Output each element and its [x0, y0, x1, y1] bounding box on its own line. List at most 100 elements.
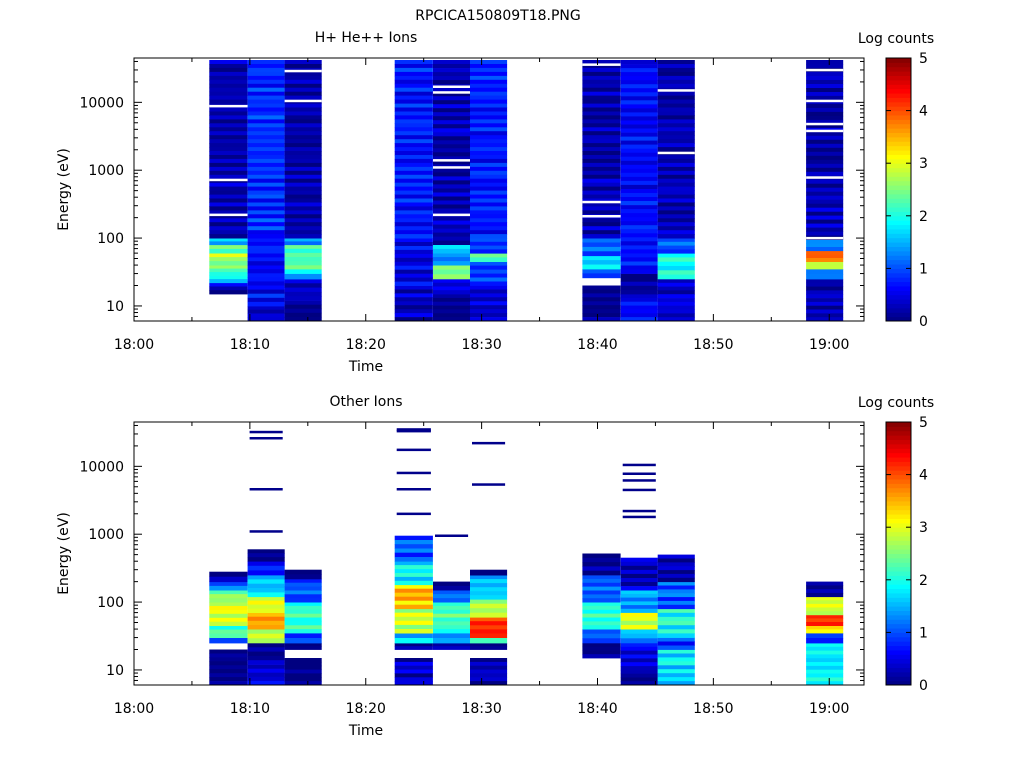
spectrogram-cell: [806, 638, 844, 644]
colorbar-tick-label: 0: [919, 314, 928, 330]
spectrogram-cell: [247, 575, 285, 580]
spectrogram-cell: [284, 638, 322, 644]
spectrogram-cell: [582, 297, 621, 302]
spectrogram-cell: [433, 594, 471, 599]
spectrogram-cell: [394, 596, 433, 602]
spectrogram-cell: [582, 305, 621, 310]
spectrogram-cell: [284, 617, 322, 622]
spectrogram-cell: [470, 658, 508, 663]
spectrogram-cell: [247, 672, 285, 678]
spectrogram-cell: [620, 225, 658, 230]
spectrogram-cell: [209, 64, 248, 69]
spectrogram-cell: [582, 642, 621, 648]
spectrogram-cell: [394, 119, 433, 124]
spectrogram-cell: [284, 210, 322, 215]
spectrogram-cell: [284, 569, 322, 575]
spectrogram-count-line: [249, 488, 283, 491]
spectrogram-cell: [209, 222, 248, 227]
spectrogram-cell: [394, 60, 433, 65]
spectrogram-cell: [620, 104, 658, 109]
spectrogram-cell: [247, 226, 285, 231]
spectrogram-column: [582, 60, 621, 322]
spectrogram-cell: [620, 633, 658, 639]
spectrogram-cell: [433, 132, 471, 137]
spectrogram-cell: [394, 87, 433, 93]
spectrogram-cell: [657, 282, 695, 287]
spectrogram-cell: [284, 300, 322, 306]
spectrogram-cell: [394, 214, 433, 219]
spectrogram-cell: [209, 170, 248, 176]
spectrogram-cell: [657, 107, 695, 112]
spectrogram-cell: [470, 305, 508, 310]
spectrogram-cell: [582, 251, 621, 257]
spectrogram-cell: [582, 613, 621, 618]
spectrogram-cell: [394, 246, 433, 251]
spectrogram-count-line: [622, 479, 656, 482]
colorbar-segment: [886, 422, 911, 427]
spectrogram-gap: [806, 236, 844, 240]
spectrogram-cell: [284, 218, 322, 223]
spectrogram-cell: [470, 261, 508, 266]
spectrogram-cell: [284, 621, 322, 626]
spectrogram-cell: [470, 226, 508, 231]
spectrogram-cell: [394, 629, 433, 634]
spectrogram-cell: [470, 281, 508, 286]
spectrogram-cell: [394, 194, 433, 199]
spectrogram-cell: [582, 242, 621, 248]
spectrogram-cell: [470, 234, 508, 239]
spectrogram-cell: [209, 576, 248, 583]
spectrogram-cell: [806, 265, 844, 270]
panel-h-he-ions: 18:00 18:10 18:20 18:30 18:40 18:50 19:0010100…: [56, 30, 934, 375]
spectrogram-cell: [247, 67, 285, 73]
colorbar-segment: [886, 680, 911, 686]
spectrogram-cell: [433, 128, 471, 133]
colorbar-segment: [886, 215, 911, 221]
spectrogram-cell: [247, 625, 285, 630]
spectrogram-cell: [394, 573, 433, 578]
spectrogram-cell: [470, 79, 508, 85]
spectrogram-cell: [247, 222, 285, 227]
spectrogram-cell: [620, 261, 658, 266]
spectrogram-cell: [657, 313, 695, 318]
spectrogram-cell: [284, 681, 322, 686]
spectrogram-cell: [209, 637, 248, 644]
spectrogram-cell: [657, 570, 695, 575]
spectrogram-cell: [657, 604, 695, 610]
spectrogram-cell: [806, 662, 844, 667]
spectrogram-cell: [394, 139, 433, 144]
spectrogram-cell: [806, 622, 844, 626]
spectrogram-cell: [394, 624, 433, 630]
spectrogram-cell: [284, 574, 322, 580]
spectrogram-cell: [247, 182, 285, 188]
spectrogram-count-line: [396, 428, 431, 431]
spectrogram-cell: [657, 234, 695, 239]
spectrogram-cell: [582, 115, 621, 120]
spectrogram-cell: [806, 258, 844, 262]
spectrogram-gap: [433, 91, 471, 94]
spectrogram-cell: [657, 119, 695, 124]
spectrogram-cell: [247, 186, 285, 191]
spectrogram-column: [247, 60, 285, 322]
spectrogram-cell: [806, 179, 844, 185]
spectrogram-cell: [470, 313, 508, 318]
spectrogram-cell: [620, 156, 658, 162]
spectrogram-column: [394, 428, 433, 686]
spectrogram-cell: [433, 136, 471, 141]
spectrogram-cell: [657, 155, 695, 160]
y-axis-label: Energy (eV): [56, 512, 72, 595]
spectrogram-cell: [433, 621, 471, 626]
spectrogram-cell: [394, 633, 433, 639]
spectrogram-cell: [470, 143, 508, 148]
spectrogram-cell: [394, 277, 433, 282]
spectrogram-column: [209, 571, 248, 686]
spectrogram-cell: [806, 195, 844, 201]
colorbar-segment: [886, 132, 911, 138]
spectrogram-cell: [284, 91, 322, 97]
spectrogram-cell: [247, 103, 285, 108]
colorbar-tick-label: 5: [919, 51, 928, 67]
spectrogram-cell: [657, 115, 695, 120]
spectrogram-cell: [394, 218, 433, 223]
spectrogram-cell: [582, 617, 621, 622]
spectrogram-cell: [470, 139, 508, 144]
colorbar-segment: [886, 198, 911, 204]
